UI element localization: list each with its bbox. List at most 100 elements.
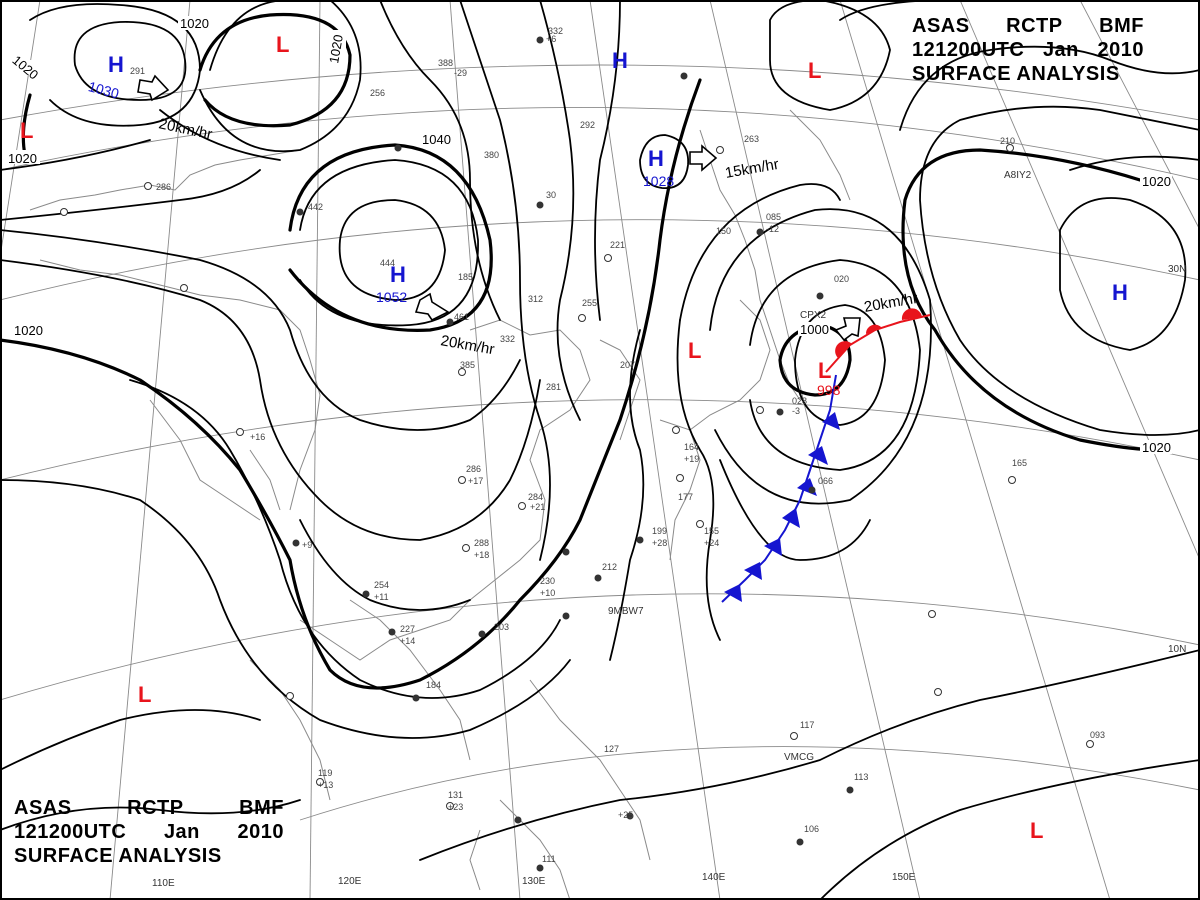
station-value: 286	[156, 182, 171, 192]
lon-label: 150E	[892, 872, 916, 883]
low-center-sw: L	[138, 682, 151, 707]
station-value: +11	[374, 592, 389, 602]
low-center-998: L	[818, 358, 831, 383]
isobar-label: 1020	[8, 151, 37, 166]
station-value: +19	[684, 454, 699, 464]
station-value: +18	[474, 550, 489, 560]
isobar-label: 1020	[326, 33, 346, 64]
high-center-east: H	[1112, 280, 1128, 305]
station-value: 203	[494, 622, 509, 632]
lat-label: 30N	[1168, 264, 1186, 275]
isobar-label: 1020	[1142, 174, 1171, 189]
station-value: 312	[528, 294, 543, 304]
station-value: 085	[766, 212, 781, 222]
header-line-2: 121200UTC Jan 2010	[912, 38, 1144, 62]
header-line-1: ASAS RCTP BMF	[912, 14, 1144, 38]
header-line-3: SURFACE ANALYSIS	[912, 62, 1144, 86]
header-title: SURFACE ANALYSIS	[14, 845, 222, 867]
station-value: 212	[602, 562, 617, 572]
station-value: 113	[854, 772, 868, 782]
header-month: Jan	[163, 821, 200, 843]
header-agency: BMF	[239, 797, 284, 819]
graticule-labels: 110E 120E 130E 140E 150E 30N 10N	[152, 264, 1186, 889]
isobars-thick	[0, 12, 1162, 690]
high-value-1030: 1030	[87, 78, 121, 102]
station-value: 177	[678, 492, 693, 502]
station-value: 227	[400, 624, 415, 634]
station-value: 461	[454, 312, 469, 322]
station-value: +21	[530, 502, 545, 512]
station-value: 210	[1000, 136, 1015, 146]
station-value: 230	[540, 576, 555, 586]
station-value: -29	[454, 68, 467, 78]
lon-label: 140E	[702, 872, 726, 883]
station-value: +13	[318, 780, 333, 790]
station-value: 199	[652, 526, 667, 536]
station-value: 150	[716, 226, 731, 236]
station-value: -3	[792, 406, 800, 416]
header-year: 2010	[1097, 39, 1144, 61]
station-value: 127	[604, 744, 619, 754]
header-title: SURFACE ANALYSIS	[912, 63, 1120, 85]
station-value: 254	[374, 580, 389, 590]
header-station: RCTP	[127, 797, 184, 819]
station-value: 165	[1012, 458, 1027, 468]
station-value: 281	[546, 382, 561, 392]
station-value: 221	[610, 240, 625, 250]
header-line-3: SURFACE ANALYSIS	[14, 844, 284, 868]
lon-label: 120E	[338, 876, 362, 887]
high-center-1030: H	[108, 52, 124, 77]
station-value: 388	[438, 58, 453, 68]
station-id: VMCG	[784, 752, 814, 763]
low-center-nw: L	[20, 118, 33, 143]
station-value: +25	[618, 810, 633, 820]
station-value: 332	[500, 334, 515, 344]
station-value: 020	[834, 274, 849, 284]
latitude-lines	[0, 64, 1200, 821]
header-product: ASAS	[14, 797, 72, 819]
movement-arrows	[137, 74, 861, 342]
station-value: 291	[130, 66, 145, 76]
station-value: 106	[804, 824, 819, 834]
isobar-label: 1020	[14, 323, 43, 338]
coastlines	[29, 109, 851, 900]
station-value: 185	[458, 272, 473, 282]
station-value: +14	[400, 636, 415, 646]
warm-front	[825, 308, 931, 373]
lon-label: 110E	[152, 878, 175, 889]
station-value: 292	[580, 120, 595, 130]
station-value: 155	[704, 526, 719, 536]
station-value: +10	[540, 588, 555, 598]
pressure-centers: H 1030 H 1052 H 1028 H H L 998 L L L L L…	[20, 32, 1128, 843]
header-top-right: ASAS RCTP BMF 121200UTC Jan 2010 SURFACE…	[912, 14, 1144, 86]
station-id: A8IY2	[1004, 170, 1032, 181]
header-month: Jan	[1042, 39, 1079, 61]
station-value: 207	[620, 360, 635, 370]
isobar-label: 1020	[1142, 440, 1171, 455]
station-value: 093	[1090, 730, 1105, 740]
low-value-998: 998	[817, 382, 841, 398]
header-bottom-left: ASAS RCTP BMF 121200UTC Jan 2010 SURFACE…	[14, 796, 284, 868]
high-center-north: H	[612, 48, 628, 73]
isobar-label: 1000	[800, 322, 829, 337]
header-time: 121200UTC	[14, 821, 127, 843]
station-plots: 332 388 291 256 286 442 444 461 385 380 …	[60, 26, 1105, 872]
header-line-1: ASAS RCTP BMF	[14, 796, 284, 820]
station-value: +23	[448, 802, 463, 812]
station-id: CPX2	[800, 310, 827, 321]
station-value: 286	[466, 464, 481, 474]
high-center-1052: H	[390, 262, 406, 287]
station-value: 164	[684, 442, 699, 452]
station-value: 263	[744, 134, 759, 144]
station-value: +24	[704, 538, 719, 548]
station-id: 9MBW7	[608, 606, 644, 617]
station-value: 256	[370, 88, 385, 98]
station-value: -12	[766, 224, 779, 234]
station-value: +16	[250, 432, 265, 442]
header-year: 2010	[237, 821, 284, 843]
station-symbols	[60, 36, 1094, 872]
low-center-west: L	[688, 338, 701, 363]
